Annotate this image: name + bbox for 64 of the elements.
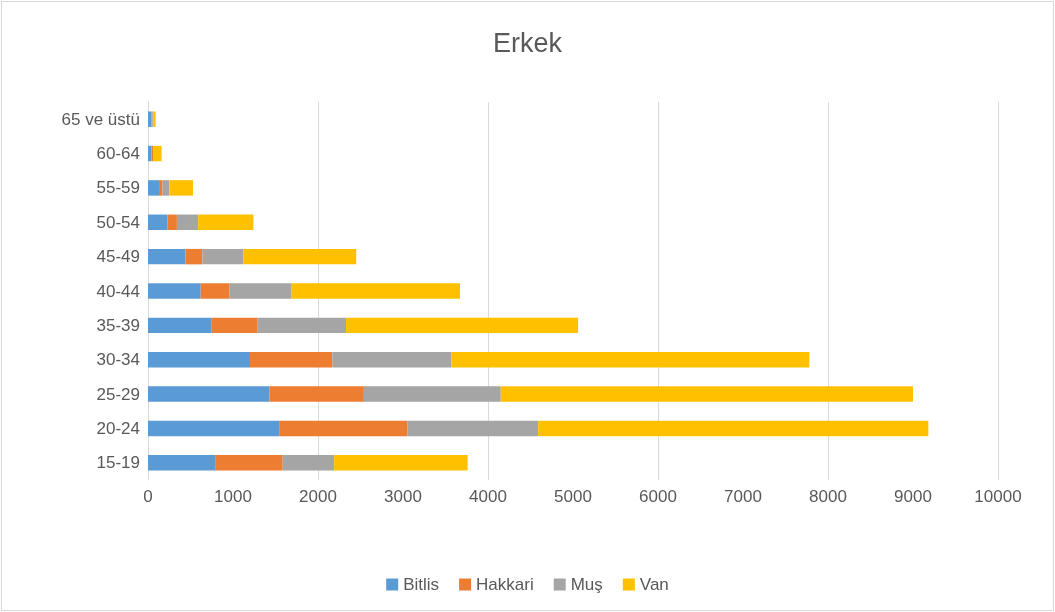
legend-label: Bitlis [403, 575, 440, 594]
bar [148, 214, 168, 230]
x-tick-label: 3000 [384, 487, 422, 506]
y-tick-label: 25-29 [96, 384, 140, 404]
bar [229, 283, 292, 299]
y-tick-label: 15-19 [96, 453, 140, 473]
bar [500, 386, 913, 402]
legend-label: Hakkari [476, 575, 534, 594]
bar [159, 180, 163, 196]
x-tick-label: 4000 [469, 487, 507, 506]
bar [243, 248, 357, 265]
bar [167, 214, 177, 230]
bar [148, 420, 280, 437]
bar [407, 420, 539, 437]
x-tick-label: 8000 [809, 487, 847, 506]
x-tick-label: 2000 [299, 487, 337, 506]
bar [291, 283, 460, 299]
x-tick-label: 0 [143, 487, 153, 506]
x-tick-label: 9000 [894, 487, 932, 506]
y-tick-label: 55-59 [96, 178, 140, 198]
bar [451, 352, 810, 368]
y-tick-label: 50-54 [96, 212, 140, 232]
x-tick-label: 1000 [214, 487, 252, 506]
bar [538, 420, 929, 437]
bar [282, 455, 335, 471]
bar [363, 386, 501, 402]
bar [198, 214, 254, 230]
y-tick-label: 65 ve üstü [61, 109, 140, 129]
x-tick-label: 7000 [724, 487, 762, 506]
bar [176, 214, 199, 230]
bar [332, 352, 452, 368]
bar [153, 145, 162, 162]
bar [269, 386, 364, 402]
bar [148, 386, 270, 402]
x-tick-label: 10000 [974, 487, 1022, 506]
bar [148, 352, 250, 368]
y-tick-label: 60-64 [96, 144, 140, 164]
y-tick-label: 45-49 [96, 247, 140, 267]
y-tick-label: 30-34 [96, 350, 140, 370]
bar [162, 180, 170, 196]
bar [279, 420, 408, 437]
bar [211, 317, 258, 334]
bar [202, 248, 244, 265]
x-tick-label: 5000 [554, 487, 592, 506]
bar [200, 283, 230, 299]
bar [148, 455, 216, 471]
legend-label: Muş [570, 575, 603, 594]
bar [215, 455, 283, 471]
y-tick-label: 40-44 [96, 281, 140, 301]
bar [148, 317, 212, 334]
bar [334, 455, 468, 471]
bar [148, 248, 186, 265]
x-tick-label: 6000 [639, 487, 677, 506]
y-tick-label: 20-24 [96, 418, 140, 438]
bar [169, 180, 194, 196]
bar [185, 248, 203, 265]
bar [250, 352, 333, 368]
bar [148, 283, 201, 299]
bar [257, 317, 347, 334]
y-tick-label: 35-39 [96, 315, 140, 335]
chart-title: Erkek [492, 27, 563, 58]
bar [148, 180, 160, 196]
bar [346, 317, 579, 334]
legend-label: Van [639, 575, 669, 594]
